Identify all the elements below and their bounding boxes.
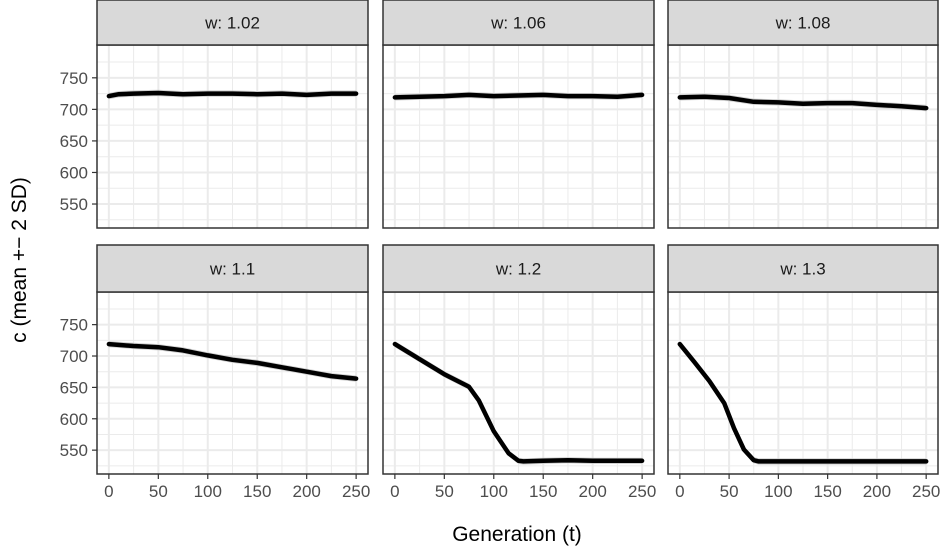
x-tick-label: 200 xyxy=(578,482,606,501)
y-tick-label: 550 xyxy=(60,195,88,214)
x-tick-label: 250 xyxy=(628,482,656,501)
y-tick-label: 550 xyxy=(60,441,88,460)
facet-label: w: 1.08 xyxy=(775,14,831,33)
x-tick-label: 50 xyxy=(435,482,454,501)
facet-label: w: 1.2 xyxy=(495,260,541,279)
x-tick-label: 100 xyxy=(764,482,792,501)
panel-3: w: 1.08 xyxy=(667,0,939,229)
y-axis-title: c (mean +− 2 SD) xyxy=(8,177,31,343)
mean-line xyxy=(106,341,359,381)
x-tick-label: 150 xyxy=(813,482,841,501)
x-tick-label: 0 xyxy=(104,482,113,501)
panel-1: w: 1.02 550 600 650 700 750 xyxy=(60,0,369,229)
x-tick-label: 100 xyxy=(480,482,508,501)
y-tick-label: 700 xyxy=(60,347,88,366)
panel-5: w: 1.2 0 50 100 150 200 250 xyxy=(382,244,656,501)
x-tick-label: 50 xyxy=(720,482,739,501)
panels: w: 1.02 550 600 650 700 750 w: 1.06 w: 1.08 w: 1… xyxy=(60,0,940,501)
facet-strip xyxy=(667,244,939,293)
x-tick-label: 250 xyxy=(912,482,940,501)
y-tick-label: 600 xyxy=(60,410,88,429)
mean-line xyxy=(392,341,645,464)
panel-4: w: 1.1 550 600 650 700 750 0 50 100 150 200 250 xyxy=(60,244,370,501)
facet-strip xyxy=(96,0,369,46)
y-tick-label: 700 xyxy=(60,100,88,119)
mean-line xyxy=(392,92,645,100)
facet-strip xyxy=(382,244,655,293)
x-tick-label: 200 xyxy=(863,482,891,501)
y-tick-label: 600 xyxy=(60,163,88,182)
x-tick-label: 100 xyxy=(194,482,222,501)
mean-line xyxy=(106,90,359,99)
facet-label: w: 1.3 xyxy=(779,260,825,279)
panel-6: w: 1.3 0 50 100 150 200 250 xyxy=(667,244,940,501)
x-axis-title: Generation (t) xyxy=(452,523,582,546)
facet-strip xyxy=(382,0,655,46)
y-tick-label: 650 xyxy=(60,132,88,151)
facet-strip xyxy=(96,244,369,293)
x-tick-label: 0 xyxy=(390,482,399,501)
x-tick-label: 200 xyxy=(292,482,320,501)
y-tick-label: 750 xyxy=(60,316,88,335)
facet-label: w: 1.02 xyxy=(204,14,260,33)
mean-line xyxy=(677,94,929,111)
x-tick-label: 250 xyxy=(342,482,370,501)
x-tick-label: 150 xyxy=(243,482,271,501)
facet-label: w: 1.06 xyxy=(490,14,546,33)
x-tick-label: 150 xyxy=(529,482,557,501)
x-tick-label: 50 xyxy=(149,482,168,501)
panel-2: w: 1.06 xyxy=(382,0,655,229)
facet-strip xyxy=(667,0,939,46)
y-tick-label: 650 xyxy=(60,378,88,397)
x-tick-label: 0 xyxy=(675,482,684,501)
facet-label: w: 1.1 xyxy=(209,260,255,279)
y-tick-label: 750 xyxy=(60,69,88,88)
mean-line xyxy=(677,341,929,464)
